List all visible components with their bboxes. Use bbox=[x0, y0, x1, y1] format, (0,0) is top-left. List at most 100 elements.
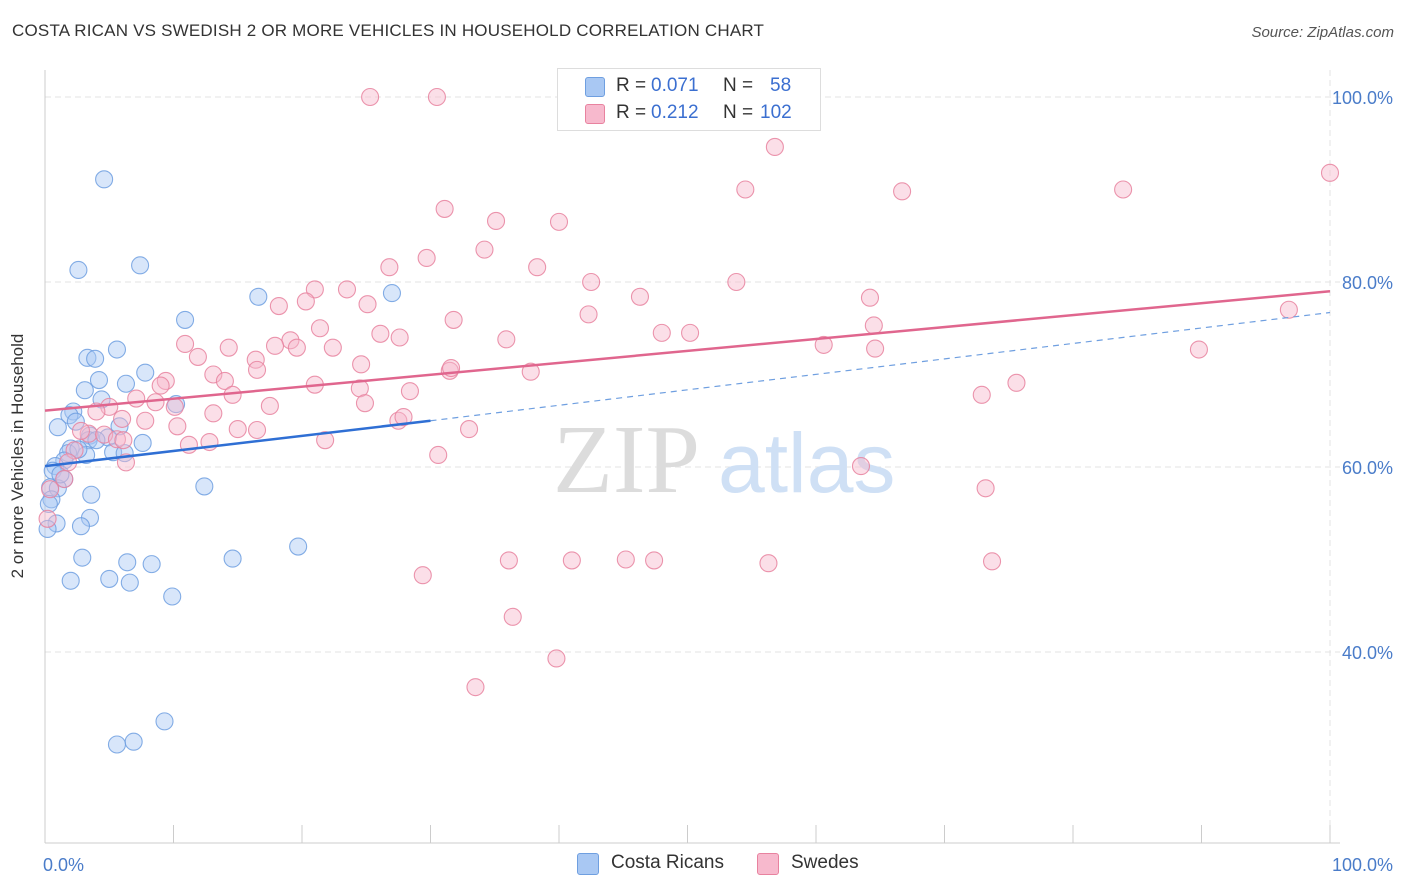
legend-r-value: 0.212 bbox=[651, 102, 699, 123]
point-swedes bbox=[860, 288, 880, 307]
point-swedes bbox=[547, 649, 566, 668]
axes bbox=[44, 70, 1340, 844]
point-costa-ricans bbox=[38, 519, 57, 539]
point-swedes bbox=[579, 305, 598, 324]
tick-labels: 40.0% 60.0% 80.0% 100.0% 0.0% 100.0% bbox=[43, 88, 1393, 875]
trend-lines bbox=[44, 290, 1331, 468]
point-swedes bbox=[1320, 163, 1340, 182]
bottom-legend-label-costa-ricans: Costa Ricans bbox=[611, 852, 724, 873]
trend-line-costa-ricans bbox=[44, 419, 431, 468]
point-swedes bbox=[582, 272, 601, 292]
point-swedes bbox=[466, 678, 485, 697]
point-swedes bbox=[358, 295, 377, 314]
point-swedes bbox=[1189, 340, 1208, 359]
point-swedes bbox=[459, 420, 479, 439]
point-costa-ricans bbox=[124, 732, 143, 751]
point-swedes bbox=[361, 87, 380, 107]
x-tick-label: 100.0% bbox=[1332, 855, 1393, 875]
point-swedes bbox=[417, 248, 436, 268]
point-costa-ricans bbox=[133, 433, 152, 453]
point-costa-ricans bbox=[289, 537, 308, 556]
point-costa-ricans bbox=[136, 363, 155, 382]
point-costa-ricans bbox=[118, 553, 137, 572]
grid-lines bbox=[45, 70, 1340, 843]
point-costa-ricans bbox=[116, 374, 136, 393]
point-swedes bbox=[972, 385, 991, 404]
point-swedes bbox=[521, 362, 540, 381]
point-swedes bbox=[296, 292, 315, 311]
point-costa-ricans bbox=[48, 418, 67, 437]
legend-r-value: 0.071 bbox=[651, 75, 699, 96]
point-swedes bbox=[269, 296, 288, 316]
point-swedes bbox=[390, 328, 409, 347]
point-swedes bbox=[305, 280, 324, 299]
point-swedes bbox=[727, 272, 746, 292]
point-swedes bbox=[146, 393, 165, 412]
point-swedes bbox=[413, 566, 432, 585]
point-costa-ricans bbox=[66, 412, 85, 431]
point-swedes bbox=[976, 479, 995, 498]
point-swedes bbox=[114, 431, 133, 450]
point-swedes bbox=[435, 199, 454, 218]
point-swedes bbox=[113, 409, 132, 428]
point-swedes bbox=[316, 431, 335, 450]
legend-r-label: R = bbox=[616, 75, 647, 96]
y-tick-label: 80.0% bbox=[1342, 273, 1393, 293]
point-swedes bbox=[215, 371, 234, 391]
point-swedes bbox=[1007, 373, 1026, 392]
bottom-legend-swatch-swedes bbox=[757, 853, 779, 875]
point-swedes bbox=[765, 137, 784, 156]
point-swedes bbox=[528, 258, 547, 277]
point-costa-ricans bbox=[155, 712, 174, 731]
y-tick-label: 40.0% bbox=[1342, 643, 1393, 663]
point-costa-ricans bbox=[107, 735, 127, 754]
point-swedes bbox=[475, 240, 494, 259]
point-costa-ricans bbox=[47, 514, 66, 533]
point-costa-ricans bbox=[142, 555, 161, 574]
point-costa-ricans bbox=[107, 340, 127, 359]
point-costa-ricans bbox=[73, 548, 92, 567]
point-costa-ricans bbox=[223, 549, 242, 568]
point-swedes bbox=[310, 319, 330, 338]
point-swedes bbox=[736, 180, 755, 199]
point-swedes bbox=[444, 310, 463, 329]
point-swedes bbox=[219, 338, 238, 357]
point-swedes bbox=[204, 365, 223, 384]
point-costa-ricans bbox=[78, 348, 97, 367]
point-swedes bbox=[497, 330, 516, 349]
point-swedes bbox=[759, 554, 778, 573]
point-swedes bbox=[645, 551, 664, 570]
point-swedes bbox=[151, 376, 170, 395]
point-costa-ricans bbox=[249, 287, 268, 306]
chart-title: COSTA RICAN VS SWEDISH 2 OR MORE VEHICLE… bbox=[12, 21, 765, 40]
point-swedes bbox=[71, 421, 91, 440]
legend-n-label: N = bbox=[723, 102, 754, 123]
point-costa-ricans bbox=[89, 370, 109, 390]
point-swedes bbox=[394, 407, 413, 427]
point-swedes bbox=[866, 339, 885, 358]
point-swedes bbox=[41, 480, 60, 499]
point-swedes bbox=[427, 87, 446, 107]
correlation-legend: R = 0.071 N = 58 R = 0.212 N = 102 bbox=[557, 68, 821, 131]
legend-n-value: 58 bbox=[770, 75, 792, 96]
point-swedes bbox=[982, 552, 1002, 571]
point-swedes bbox=[38, 509, 57, 528]
point-swedes bbox=[503, 607, 522, 626]
point-swedes bbox=[486, 211, 506, 230]
point-swedes bbox=[265, 336, 285, 355]
point-swedes bbox=[107, 430, 127, 449]
point-costa-ricans bbox=[86, 349, 105, 368]
legend-r-label: R = bbox=[616, 102, 647, 123]
point-costa-ricans bbox=[176, 310, 195, 329]
point-costa-ricans bbox=[39, 494, 58, 514]
point-swedes bbox=[1279, 300, 1298, 319]
point-swedes bbox=[851, 457, 871, 476]
point-swedes bbox=[1114, 180, 1133, 199]
point-costa-ricans bbox=[163, 587, 182, 606]
watermark-atlas: atlas bbox=[718, 416, 895, 510]
trend-line-dashed-costa-ricans bbox=[430, 311, 1331, 422]
point-costa-ricans bbox=[382, 284, 402, 303]
bottom-legend-swatch-costa-ricans bbox=[577, 853, 599, 875]
point-costa-ricans bbox=[82, 485, 101, 504]
